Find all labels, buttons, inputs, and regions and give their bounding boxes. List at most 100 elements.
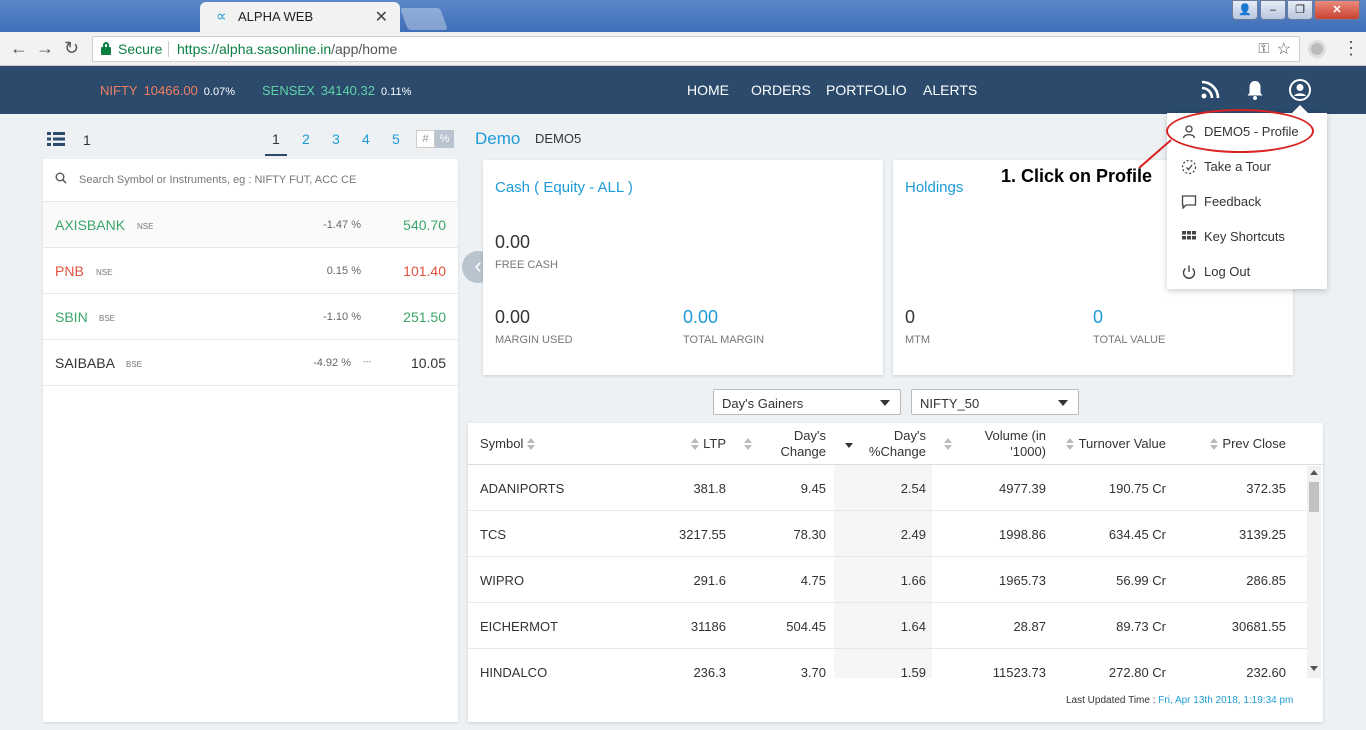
nav-home[interactable]: HOME	[687, 82, 729, 98]
menu-caret	[1291, 105, 1309, 114]
col-ltp[interactable]: LTP	[688, 423, 726, 465]
cell-prev-close: 30681.55	[1231, 619, 1286, 634]
cell-prev-close: 232.60	[1246, 665, 1286, 680]
bookmark-star-icon[interactable]: ☆	[1276, 41, 1291, 58]
col-days-change[interactable]: Day's Change	[744, 423, 826, 465]
nav-orders[interactable]: ORDERS	[751, 82, 811, 98]
scroll-up-icon[interactable]	[1310, 470, 1318, 475]
col-prev-close[interactable]: Prev Close	[1210, 423, 1286, 465]
grid-icon	[1181, 229, 1197, 245]
col-turnover[interactable]: Turnover Value	[1064, 423, 1166, 465]
table-scrollbar[interactable]	[1307, 466, 1321, 678]
scroll-thumb[interactable]	[1309, 482, 1319, 512]
sort-icon[interactable]	[1066, 438, 1074, 450]
table-row[interactable]: ADANIPORTS 381.8 9.45 2.54 4977.39 190.7…	[468, 465, 1308, 511]
total-value-value: 0	[1093, 307, 1104, 327]
sort-icon[interactable]	[744, 438, 752, 450]
watchlist-row[interactable]: SAIBABA BSE -4.92 % --- 10.05	[43, 340, 458, 386]
watchlist-row[interactable]: SBIN BSE -1.10 % 251.50	[43, 294, 458, 340]
chevron-down-icon	[880, 400, 890, 406]
cell-symbol: HINDALCO	[480, 665, 548, 680]
last-updated-label: Last Updated Time :	[1066, 695, 1159, 706]
col-symbol[interactable]: Symbol	[480, 423, 540, 465]
watchlist-page-1[interactable]: 1	[272, 131, 280, 147]
forward-icon[interactable]: →	[36, 38, 54, 58]
nav-alerts[interactable]: ALERTS	[923, 82, 978, 98]
menu-item-tour[interactable]: Take a Tour	[1167, 149, 1327, 184]
index-select[interactable]: NIFTY_50	[911, 389, 1079, 415]
search-input[interactable]: Search Symbol or Instruments, eg : NIFTY…	[79, 174, 357, 186]
cell-ltp: 3217.55	[679, 527, 726, 542]
row-symbol: SBIN	[55, 309, 88, 325]
row-exchange: BSE	[126, 360, 143, 369]
marketwatch-panel: Search Symbol or Instruments, eg : NIFTY…	[43, 159, 458, 722]
sort-icon[interactable]	[527, 438, 535, 450]
cell-days-change: 9.45	[800, 481, 826, 496]
symbol-search[interactable]: Search Symbol or Instruments, eg : NIFTY…	[43, 159, 458, 202]
cell-days-pct-change: 2.49	[900, 527, 926, 542]
index-name: NIFTY	[100, 83, 138, 98]
cell-volume: 1998.86	[999, 527, 1046, 542]
url-field[interactable]: Secure https://alpha.sasonline.in/app/ho…	[92, 36, 1300, 62]
alpha-logo-icon: ∝	[216, 8, 227, 25]
account-code: DEMO5	[535, 131, 582, 146]
watchlist-page-3[interactable]: 3	[332, 131, 340, 147]
margin-used-value: 0.00	[495, 307, 531, 327]
list-menu-icon[interactable]	[47, 132, 65, 149]
reload-icon[interactable]: ↻	[64, 38, 80, 58]
table-row[interactable]: WIPRO 291.6 4.75 1.66 1965.73 56.99 Cr 2…	[468, 557, 1308, 603]
watchlist-page-4[interactable]: 4	[362, 131, 370, 147]
watchlist-page-5[interactable]: 5	[392, 131, 400, 147]
table-row[interactable]: EICHERMOT 31186 504.45 1.64 28.87 89.73 …	[468, 603, 1308, 649]
col-days-pct-change[interactable]: Day's %Change	[844, 423, 926, 465]
row-symbol: SAIBABA	[55, 355, 115, 371]
toggle-percent-button[interactable]: %	[435, 130, 454, 148]
extension-icon[interactable]	[1308, 40, 1326, 58]
menu-item-logout[interactable]: Log Out	[1167, 254, 1327, 289]
sort-icon[interactable]	[944, 438, 952, 450]
table-row[interactable]: TCS 3217.55 78.30 2.49 1998.86 634.45 Cr…	[468, 511, 1308, 557]
watchlist-row[interactable]: PNB NSE 0.15 % 101.40	[43, 248, 458, 294]
nav-portfolio[interactable]: PORTFOLIO	[826, 82, 907, 98]
row-change: -1.47 %	[323, 219, 361, 231]
toggle-absolute-button[interactable]: #	[416, 130, 435, 148]
table-header: Symbol LTP Day's Change Day's %Change Vo…	[468, 423, 1323, 465]
col-volume[interactable]: Volume (in '1000)	[944, 423, 1046, 465]
key-icon[interactable]: ⚿	[1258, 40, 1269, 56]
browser-tab[interactable]: ∝ ALPHA WEB ✕	[200, 2, 400, 32]
cash-card-title[interactable]: Cash ( Equity - ALL )	[495, 179, 633, 196]
minimize-button[interactable]: ‒	[1260, 0, 1286, 20]
close-window-button[interactable]: ✕	[1314, 0, 1360, 20]
cell-volume: 11523.73	[992, 665, 1046, 680]
browser-menu-icon[interactable]: ⋮	[1342, 38, 1360, 58]
close-tab-icon[interactable]: ✕	[374, 9, 388, 26]
watchlist-page-2[interactable]: 2	[302, 131, 310, 147]
account-name: Demo	[475, 129, 521, 148]
bell-icon[interactable]	[1243, 78, 1267, 102]
holdings-card-title[interactable]: Holdings	[905, 179, 964, 196]
profile-window-button[interactable]: 👤	[1232, 0, 1258, 20]
back-icon[interactable]: ←	[10, 38, 28, 58]
gainers-select[interactable]: Day's Gainers	[713, 389, 901, 415]
cell-turnover: 272.80 Cr	[1108, 665, 1166, 680]
rss-icon[interactable]	[1198, 78, 1222, 102]
menu-item-label: Take a Tour	[1204, 159, 1271, 174]
sort-icon[interactable]	[691, 438, 699, 450]
free-cash-value: 0.00	[495, 232, 531, 252]
index-change: 0.07%	[203, 86, 235, 98]
margin-used-label: MARGIN USED	[495, 334, 573, 346]
watchlist-row[interactable]: AXISBANK NSE -1.47 % 540.70	[43, 202, 458, 248]
sort-desc-icon[interactable]	[845, 443, 853, 448]
cell-prev-close: 3139.25	[1239, 527, 1286, 542]
total-value-label: TOTAL VALUE	[1093, 334, 1166, 346]
menu-item-shortcuts[interactable]: Key Shortcuts	[1167, 219, 1327, 254]
movers-table: Symbol LTP Day's Change Day's %Change Vo…	[468, 423, 1323, 722]
maximize-button[interactable]: ❐	[1287, 0, 1313, 20]
row-ltp: 101.40	[403, 263, 446, 279]
profile-icon[interactable]	[1288, 78, 1312, 102]
table-footer	[468, 678, 1323, 722]
sort-icon[interactable]	[1210, 438, 1218, 450]
new-tab-button[interactable]	[399, 8, 449, 30]
menu-item-feedback[interactable]: Feedback	[1167, 184, 1327, 219]
scroll-down-icon[interactable]	[1310, 666, 1318, 671]
